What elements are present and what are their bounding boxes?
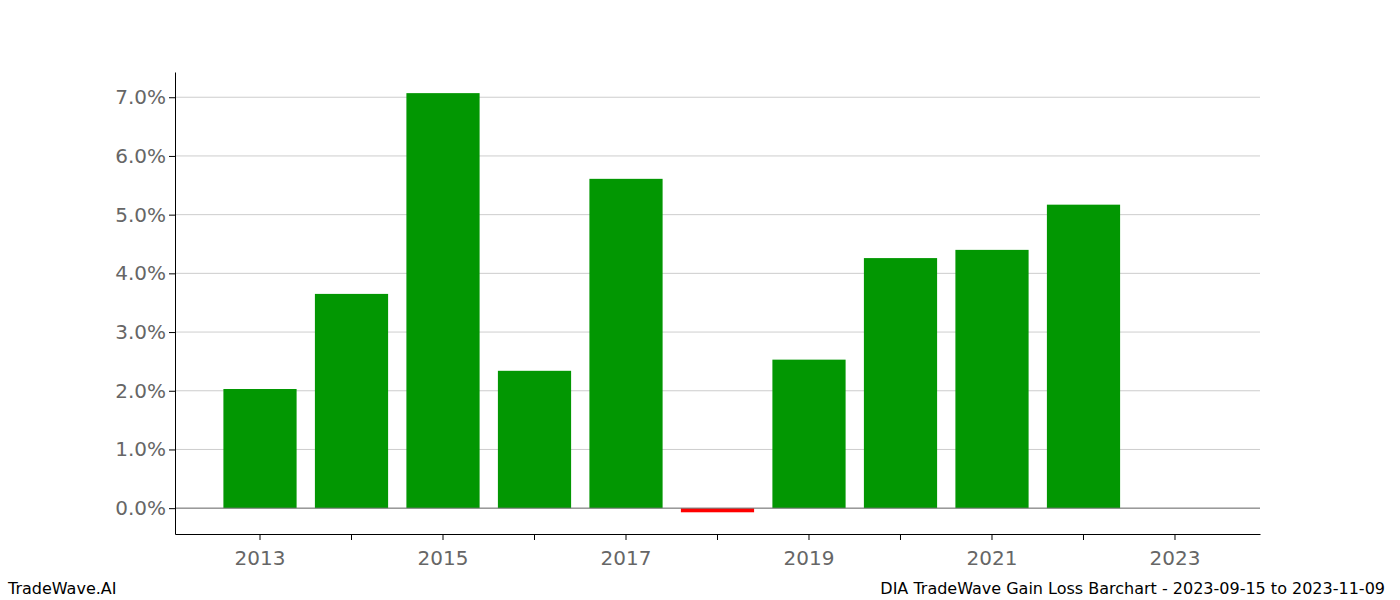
bar	[223, 389, 296, 508]
y-tick-label: 4.0%	[115, 261, 166, 285]
x-tick-mark	[443, 534, 444, 540]
y-tick-label: 3.0%	[115, 320, 166, 344]
bar	[864, 258, 937, 508]
y-tick-mark	[169, 273, 175, 274]
x-tick	[717, 534, 718, 540]
y-tick-mark	[169, 97, 175, 98]
x-tick	[534, 534, 535, 540]
x-tick-label: 2023	[1150, 546, 1201, 570]
y-tick-label: 5.0%	[115, 203, 166, 227]
title: DIA TradeWave Gain Loss Barchart - 2023-…	[880, 579, 1385, 598]
bar	[406, 93, 479, 508]
y-tick: 3.0%	[115, 320, 175, 344]
grid	[175, 97, 1260, 508]
bar	[498, 371, 571, 508]
chart: 0.0% 1.0% 2.0% 3.0% 4.0% 5.0% 6.0% 7.0% 2013 2015…	[0, 0, 1400, 600]
y-tick: 0.0%	[115, 496, 175, 520]
y-tick-mark	[169, 449, 175, 450]
y-tick-label: 2.0%	[115, 379, 166, 403]
x-axis: 2013 2015 2017 2019 2021 2023	[176, 534, 1261, 570]
y-tick-mark	[169, 332, 175, 333]
zero-line	[175, 508, 1260, 509]
y-tick-mark	[169, 156, 175, 157]
x-tick: 2013	[235, 534, 286, 570]
x-tick	[351, 534, 352, 540]
x-tick	[900, 534, 901, 540]
x-tick-mark	[1174, 534, 1175, 540]
x-tick	[1083, 534, 1084, 540]
x-tick: 2019	[784, 534, 835, 570]
y-axis-line	[175, 73, 176, 535]
bar	[681, 508, 754, 512]
x-tick-mark	[900, 534, 901, 540]
x-tick-mark	[534, 534, 535, 540]
y-tick-label: 1.0%	[115, 437, 166, 461]
x-tick: 2015	[418, 534, 469, 570]
x-tick-mark	[1083, 534, 1084, 540]
x-tick-mark	[351, 534, 352, 540]
y-tick: 2.0%	[115, 379, 175, 403]
x-tick-label: 2019	[784, 546, 835, 570]
y-tick-label: 6.0%	[115, 144, 166, 168]
x-tick-label: 2017	[601, 546, 652, 570]
y-tick: 6.0%	[115, 144, 175, 168]
bar	[1047, 205, 1120, 508]
y-tick: 5.0%	[115, 203, 175, 227]
annotation: TradeWave.AI	[7, 579, 116, 598]
y-axis: 0.0% 1.0% 2.0% 3.0% 4.0% 5.0% 6.0% 7.0%	[115, 73, 175, 535]
x-tick-mark	[717, 534, 718, 540]
x-tick-mark	[260, 534, 261, 540]
grid-line	[175, 508, 1260, 509]
x-tick: 2021	[967, 534, 1018, 570]
x-tick: 2017	[601, 534, 652, 570]
bar	[589, 179, 662, 508]
plot: 0.0% 1.0% 2.0% 3.0% 4.0% 5.0% 6.0% 7.0% 2013 2015…	[115, 73, 1260, 571]
y-tick-mark	[169, 215, 175, 216]
x-tick-mark	[991, 534, 992, 540]
y-tick: 4.0%	[115, 261, 175, 285]
bar	[772, 360, 845, 509]
x-tick-mark	[626, 534, 627, 540]
x-tick-label: 2015	[418, 546, 469, 570]
x-tick-mark	[808, 534, 809, 540]
bars	[223, 93, 1120, 512]
bar	[315, 294, 388, 508]
y-tick-label: 7.0%	[115, 85, 166, 109]
y-tick: 1.0%	[115, 437, 175, 461]
x-tick-label: 2013	[235, 546, 286, 570]
x-tick: 2023	[1150, 534, 1201, 570]
grid-line	[175, 155, 1260, 156]
y-tick: 7.0%	[115, 85, 175, 109]
y-tick-label: 0.0%	[115, 496, 166, 520]
y-tick-mark	[169, 391, 175, 392]
grid-line	[175, 97, 1260, 98]
bar	[955, 250, 1028, 508]
x-tick-label: 2021	[967, 546, 1018, 570]
y-tick-mark	[169, 508, 175, 509]
